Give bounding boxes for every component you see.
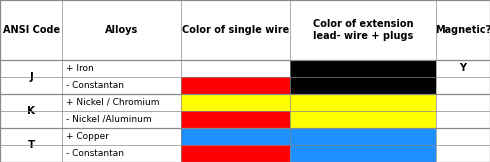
Bar [290, 128, 436, 162]
Text: - Constantan: - Constantan [66, 81, 124, 90]
Bar [181, 145, 290, 162]
Bar [181, 77, 290, 94]
Bar [0, 60, 490, 77]
Bar [290, 94, 436, 128]
Bar [0, 128, 490, 145]
Bar [0, 94, 490, 111]
Text: + Nickel / Chromium: + Nickel / Chromium [66, 98, 160, 107]
Text: + Iron: + Iron [66, 64, 94, 73]
Text: Y: Y [460, 64, 466, 73]
Bar [0, 0, 490, 60]
Bar [181, 60, 290, 77]
Text: K: K [27, 106, 35, 116]
Text: Color of single wire: Color of single wire [182, 25, 289, 35]
Bar [181, 128, 290, 145]
Bar [290, 60, 436, 94]
Text: J: J [29, 72, 33, 82]
Bar [0, 145, 490, 162]
Text: Alloys: Alloys [105, 25, 139, 35]
Text: Color of extension
lead- wire + plugs: Color of extension lead- wire + plugs [313, 19, 413, 41]
Text: T: T [27, 140, 35, 150]
Bar [0, 77, 490, 94]
Bar [0, 111, 490, 128]
Text: ANSI Code: ANSI Code [2, 25, 60, 35]
Text: + Copper: + Copper [66, 132, 109, 141]
Text: - Nickel /Aluminum: - Nickel /Aluminum [66, 115, 152, 124]
Text: - Constantan: - Constantan [66, 149, 124, 158]
Text: Magnetic?: Magnetic? [435, 25, 490, 35]
Bar [181, 111, 290, 128]
Bar [181, 94, 290, 111]
